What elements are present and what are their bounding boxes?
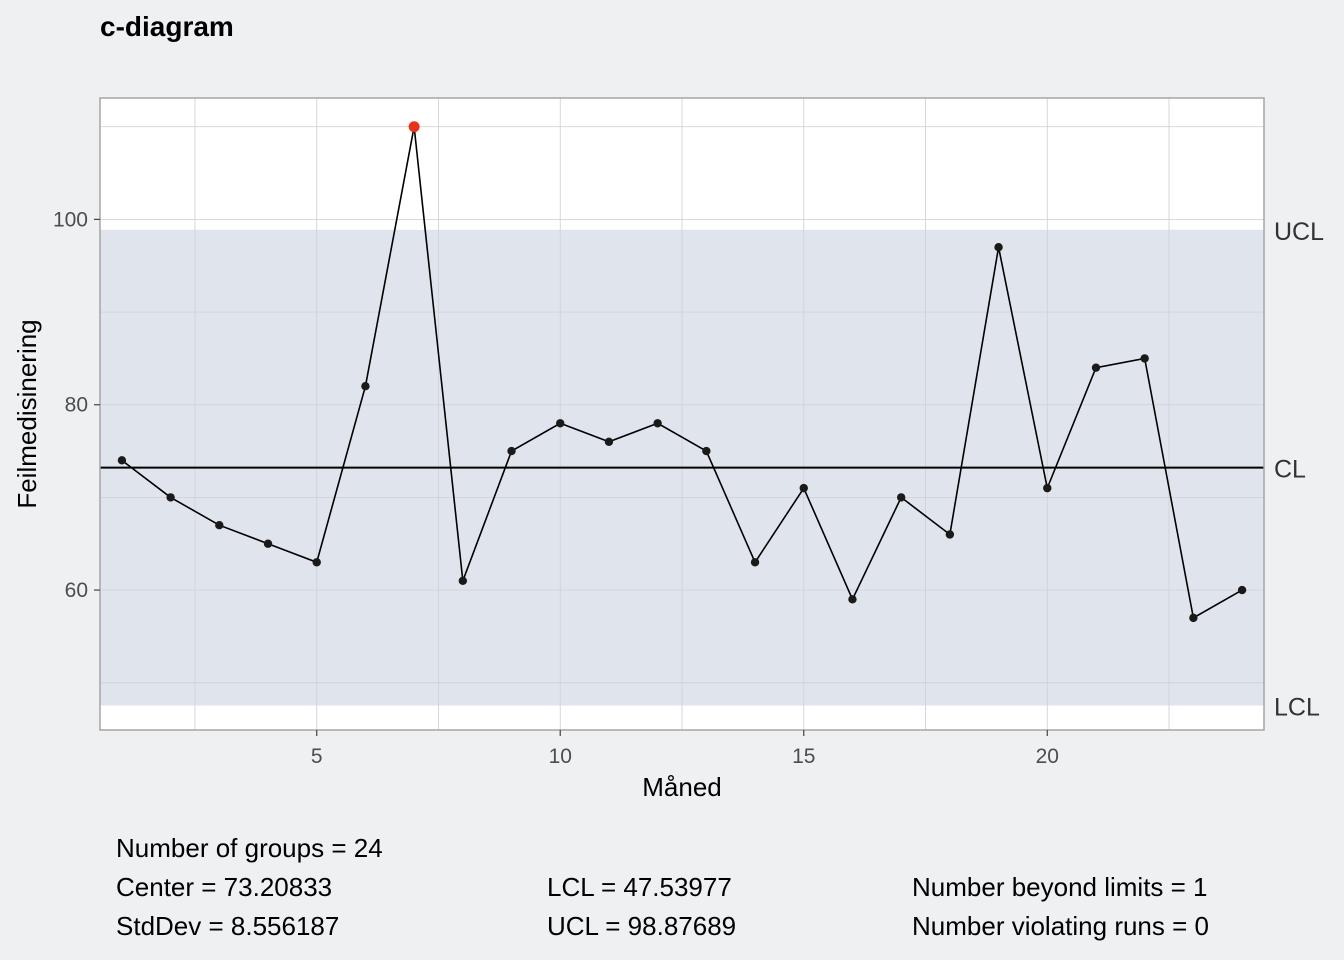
x-tick-label: 5 bbox=[311, 745, 323, 768]
y-tick-label: 100 bbox=[53, 208, 88, 231]
data-point bbox=[215, 521, 224, 530]
data-point bbox=[896, 493, 906, 502]
data-point bbox=[604, 437, 614, 447]
y-axis-label: Feilmedisinering bbox=[12, 319, 42, 508]
data-points bbox=[117, 121, 1247, 623]
data-point-beyond-limit bbox=[408, 121, 420, 133]
data-point bbox=[653, 419, 662, 428]
lcl-label: LCL bbox=[1274, 694, 1320, 722]
y-axis-ticks: 60 80 100 bbox=[53, 208, 100, 602]
data-point bbox=[1140, 354, 1149, 363]
stat-groups: Number of groups = 24 bbox=[116, 833, 383, 863]
data-point bbox=[750, 558, 760, 567]
data-point bbox=[799, 483, 808, 493]
data-point bbox=[263, 539, 273, 548]
stat-ucl: UCL = 98.87689 bbox=[547, 911, 737, 941]
x-axis-ticks: 5 10 15 20 bbox=[311, 730, 1059, 768]
data-point bbox=[994, 242, 1003, 252]
data-point bbox=[945, 530, 955, 539]
data-point bbox=[702, 446, 711, 456]
x-tick-label: 10 bbox=[549, 745, 572, 768]
data-point bbox=[1091, 363, 1101, 372]
data-point bbox=[166, 493, 175, 502]
data-point bbox=[361, 381, 370, 391]
stat-violating-runs: Number violating runs = 0 bbox=[912, 911, 1209, 941]
data-point bbox=[1237, 585, 1247, 595]
stat-center: Center = 73.20833 bbox=[116, 872, 333, 902]
x-tick-label: 15 bbox=[792, 745, 815, 768]
stat-stddev: StdDev = 8.556187 bbox=[116, 911, 340, 941]
data-point bbox=[312, 558, 321, 567]
chart-title: c-diagram bbox=[100, 11, 234, 42]
data-point bbox=[507, 446, 516, 456]
data-point bbox=[1189, 613, 1198, 623]
ucl-label: UCL bbox=[1274, 218, 1324, 246]
y-tick-label: 60 bbox=[65, 579, 88, 602]
x-axis-label: Måned bbox=[642, 772, 722, 802]
data-point bbox=[117, 456, 127, 465]
plot-border bbox=[99, 97, 1265, 731]
data-point bbox=[848, 595, 857, 604]
grid-lines bbox=[100, 98, 1264, 730]
cl-label: CL bbox=[1274, 456, 1306, 484]
x-tick-label: 20 bbox=[1036, 745, 1059, 768]
data-point bbox=[556, 419, 565, 428]
series-line bbox=[121, 126, 1243, 620]
stat-lcl: LCL = 47.53977 bbox=[547, 872, 732, 902]
y-tick-label: 80 bbox=[65, 394, 88, 417]
data-point bbox=[1043, 483, 1052, 493]
data-point bbox=[458, 576, 468, 586]
stat-beyond-limits: Number beyond limits = 1 bbox=[912, 872, 1208, 902]
